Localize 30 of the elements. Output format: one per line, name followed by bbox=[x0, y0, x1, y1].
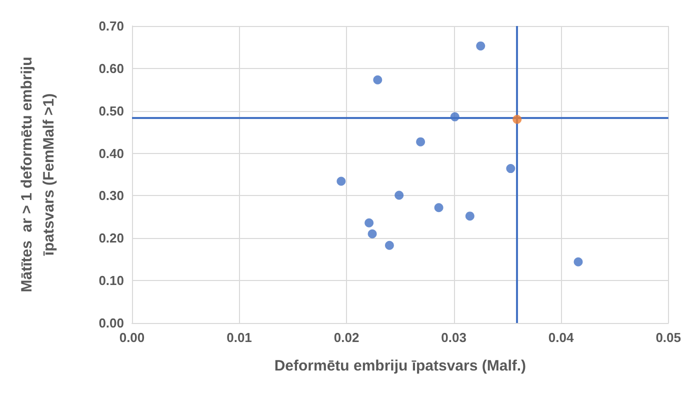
y-tick-label: 0.30 bbox=[98, 188, 124, 204]
y-tick-label: 0.20 bbox=[98, 230, 124, 246]
x-tick-label: 0.05 bbox=[656, 330, 682, 345]
point bbox=[434, 203, 444, 212]
point bbox=[450, 112, 460, 122]
point bbox=[384, 240, 394, 250]
y-tick-label: 0.40 bbox=[98, 146, 124, 161]
point bbox=[364, 218, 374, 228]
y-tick-label: 0.70 bbox=[98, 18, 124, 34]
x-tick-label: 0.01 bbox=[226, 330, 252, 345]
y-tick-label: 0.60 bbox=[98, 60, 124, 76]
point bbox=[336, 176, 346, 186]
point bbox=[506, 164, 516, 174]
x-tick-label: 0.04 bbox=[548, 330, 574, 345]
y-axis-title: Mātītes ar > 1 deformētu embriju īpatsvars (FemMalf >1) bbox=[18, 56, 58, 292]
x-axis-title: Deformētu embriju īpatsvars (Malf.) bbox=[274, 358, 526, 374]
point bbox=[465, 212, 474, 221]
point bbox=[512, 114, 522, 124]
y-tick-label: 0.10 bbox=[98, 273, 124, 288]
point bbox=[476, 41, 486, 50]
point bbox=[416, 137, 426, 146]
point bbox=[394, 190, 404, 200]
y-tick-label: 0.50 bbox=[98, 103, 124, 118]
point bbox=[368, 229, 377, 238]
y-tick-label: 0.00 bbox=[98, 316, 124, 330]
point bbox=[574, 257, 583, 266]
point bbox=[373, 75, 382, 84]
x-tick-label: 0.03 bbox=[441, 330, 466, 345]
x-tick-label: 0.00 bbox=[119, 330, 145, 345]
x-tick-label: 0.02 bbox=[334, 330, 360, 345]
